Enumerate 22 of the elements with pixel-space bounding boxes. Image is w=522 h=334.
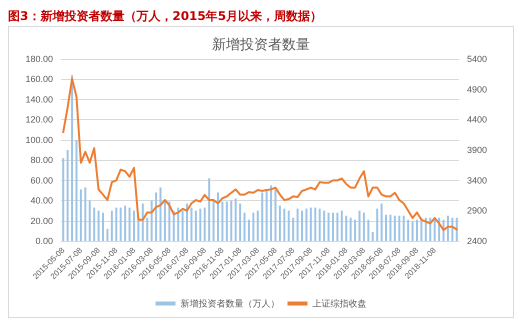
- chart-subtitle: 新增投资者数量: [212, 37, 310, 53]
- y-tick-label: 40.00: [30, 196, 53, 206]
- y-tick-label: 120.00: [25, 114, 53, 125]
- y-tick-label: 180.00: [25, 54, 53, 64]
- y2-tick-label: 4900: [467, 84, 488, 94]
- chart-title: 图3：新增投资者数量（万人，2015年5月以来，周数据）: [8, 8, 324, 25]
- y-tick-label: 20.00: [30, 216, 53, 226]
- legend-label: 上证综指收盘: [312, 298, 366, 308]
- y-tick-label: 60.00: [30, 175, 53, 186]
- y2-tick-label: 2900: [467, 206, 488, 216]
- y2-tick-label: 2400: [467, 236, 488, 246]
- y-tick-label: 160.00: [25, 74, 53, 84]
- y-tick-label: 100.00: [25, 134, 53, 145]
- y2-tick-label: 5400: [467, 54, 488, 64]
- line-series: [62, 78, 458, 232]
- y2-tick-label: 3900: [467, 145, 488, 155]
- legend-label: 新增投资者数量（万人）: [180, 298, 280, 308]
- y-tick-label: 0.00: [35, 236, 53, 246]
- y-tick-label: 80.00: [30, 155, 53, 166]
- y2-tick-label: 4400: [467, 114, 488, 125]
- y2-tick-label: 3400: [467, 175, 488, 186]
- y-tick-label: 140.00: [25, 94, 53, 104]
